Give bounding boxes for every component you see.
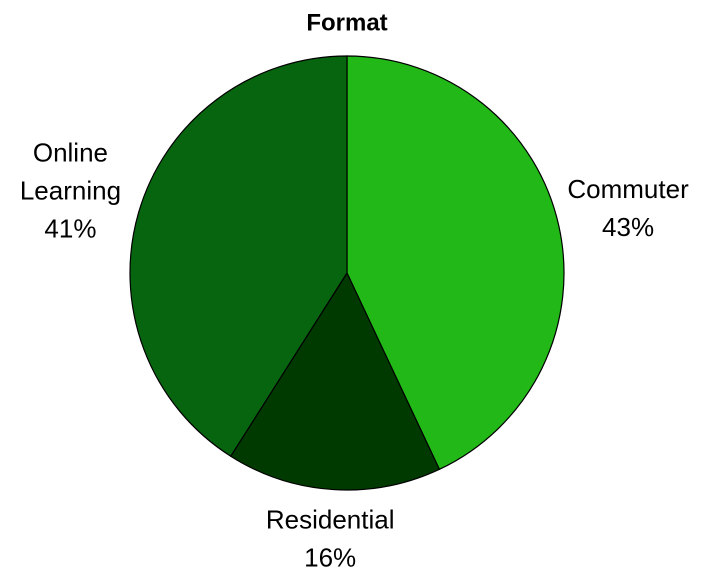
- pie-slice: [346, 55, 565, 471]
- slice-label-line: Residential: [266, 504, 395, 534]
- slice-value-label: 43%: [602, 212, 654, 242]
- pie-slice: [129, 55, 348, 458]
- slice-label: Residential: [266, 504, 395, 534]
- slice-label: Online Learning: [20, 138, 121, 206]
- pie-slice: [229, 271, 441, 491]
- chart-title: Format: [306, 9, 387, 36]
- slice-label-line: Online: [33, 138, 108, 168]
- slice-label-line: Commuter: [567, 174, 689, 204]
- slice-label-line: Learning: [20, 176, 121, 206]
- slice-value-label: 41%: [44, 214, 96, 244]
- slice-value-label: 16%: [304, 542, 356, 572]
- slice-label: Commuter: [567, 174, 689, 204]
